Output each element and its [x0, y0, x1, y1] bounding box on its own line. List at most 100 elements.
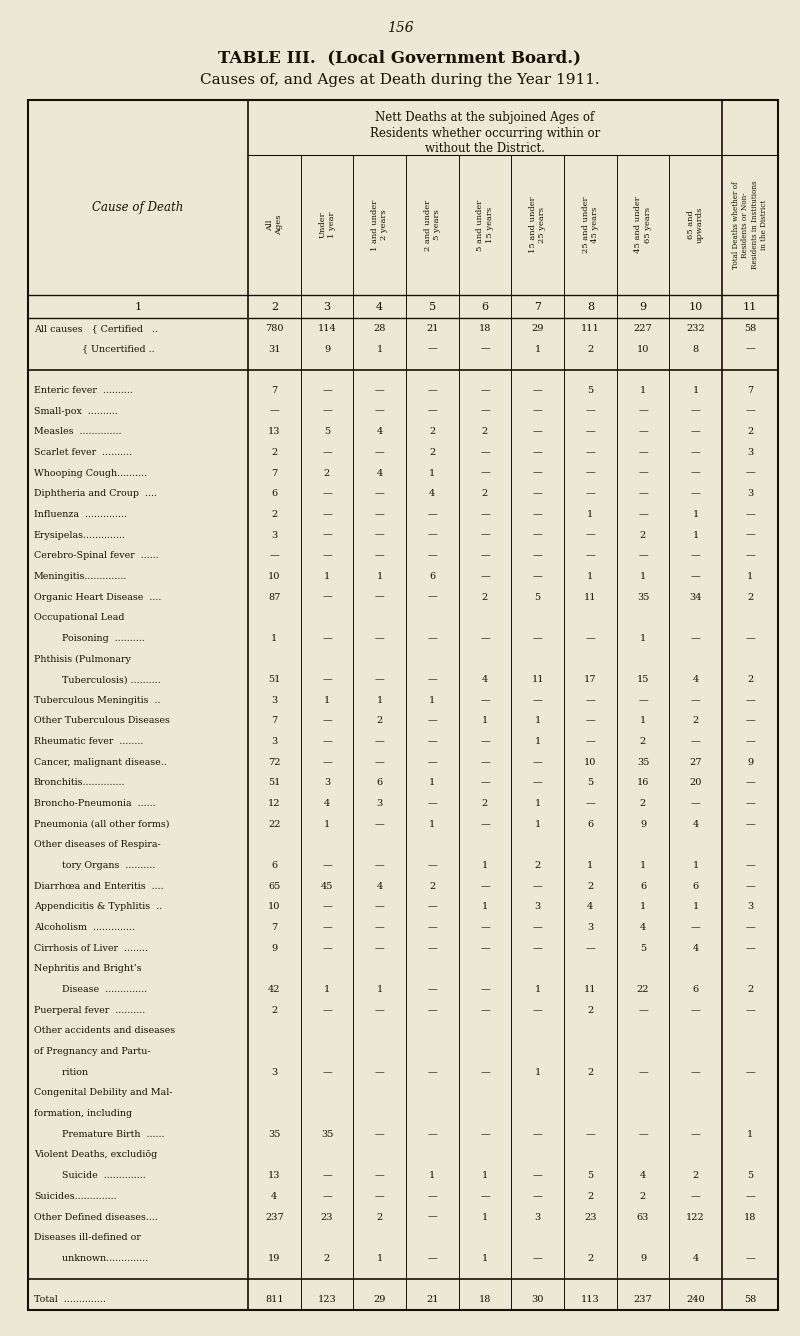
Text: 2: 2: [747, 985, 753, 994]
Text: 58: 58: [744, 323, 756, 333]
Text: 2: 2: [693, 716, 698, 725]
Text: 1: 1: [377, 696, 382, 705]
Text: 3: 3: [271, 530, 278, 540]
Text: 1: 1: [693, 386, 698, 395]
Text: 1: 1: [324, 820, 330, 828]
Text: —: —: [533, 448, 542, 457]
Text: —: —: [427, 758, 438, 767]
Text: 3: 3: [323, 302, 330, 311]
Text: 2: 2: [430, 448, 435, 457]
Text: —: —: [533, 779, 542, 787]
Text: 4: 4: [430, 489, 435, 498]
Text: 1: 1: [534, 716, 541, 725]
Text: —: —: [690, 489, 701, 498]
Text: —: —: [533, 428, 542, 436]
Text: 1: 1: [377, 572, 382, 581]
Text: 1: 1: [640, 633, 646, 643]
Text: —: —: [690, 799, 701, 808]
Text: —: —: [480, 469, 490, 477]
Text: 22: 22: [268, 820, 281, 828]
Text: —: —: [638, 696, 648, 705]
Text: —: —: [480, 530, 490, 540]
Text: Meningitis..............: Meningitis..............: [34, 572, 127, 581]
Text: 5: 5: [587, 386, 594, 395]
Text: 1: 1: [430, 469, 435, 477]
Text: 18: 18: [479, 323, 491, 333]
Text: 10: 10: [584, 758, 597, 767]
Text: 7: 7: [747, 386, 753, 395]
Text: 1: 1: [693, 530, 698, 540]
Text: —: —: [322, 386, 332, 395]
Text: 5: 5: [429, 302, 436, 311]
Text: 9: 9: [640, 820, 646, 828]
Text: tory Organs  ..........: tory Organs ..........: [50, 862, 155, 870]
Text: 2: 2: [587, 882, 594, 891]
Text: 18: 18: [744, 1213, 756, 1221]
Text: —: —: [586, 406, 595, 415]
Text: 1: 1: [324, 696, 330, 705]
Text: 4: 4: [587, 903, 594, 911]
Text: 3: 3: [587, 923, 594, 933]
Text: 1: 1: [324, 572, 330, 581]
Text: —: —: [586, 799, 595, 808]
Text: 1: 1: [482, 862, 488, 870]
Text: 6: 6: [587, 820, 594, 828]
Text: 232: 232: [686, 323, 705, 333]
Text: —: —: [374, 530, 385, 540]
Text: —: —: [533, 1192, 542, 1201]
Text: 22: 22: [637, 985, 650, 994]
Text: 3: 3: [747, 489, 753, 498]
Text: All causes   { Certified   ..: All causes { Certified ..: [34, 323, 158, 333]
Text: —: —: [690, 737, 701, 747]
Text: 1: 1: [640, 903, 646, 911]
Text: —: —: [374, 489, 385, 498]
Text: Suicide  ..............: Suicide ..............: [50, 1172, 146, 1180]
Text: —: —: [374, 510, 385, 518]
Text: —: —: [322, 510, 332, 518]
Text: 4: 4: [377, 469, 382, 477]
Text: —: —: [690, 1006, 701, 1015]
Text: 21: 21: [426, 1295, 438, 1304]
Text: —: —: [745, 1067, 755, 1077]
Text: —: —: [638, 406, 648, 415]
Text: —: —: [690, 1067, 701, 1077]
Text: 9: 9: [324, 345, 330, 354]
Text: 1: 1: [324, 985, 330, 994]
Text: —: —: [533, 633, 542, 643]
Text: rition: rition: [50, 1067, 88, 1077]
Text: —: —: [322, 406, 332, 415]
Text: 1: 1: [747, 572, 753, 581]
Text: 65: 65: [268, 882, 281, 891]
Text: 1: 1: [693, 862, 698, 870]
Text: —: —: [374, 448, 385, 457]
Text: —: —: [480, 758, 490, 767]
Text: —: —: [533, 1172, 542, 1180]
Text: 63: 63: [637, 1213, 649, 1221]
Text: formation, including: formation, including: [34, 1109, 132, 1118]
Text: 29: 29: [531, 323, 544, 333]
Text: —: —: [480, 406, 490, 415]
Text: —: —: [480, 510, 490, 518]
Text: Diseases ill-defined or: Diseases ill-defined or: [34, 1233, 141, 1242]
Text: Cause of Death: Cause of Death: [92, 200, 184, 214]
Text: 65 and
upwards: 65 and upwards: [687, 207, 704, 243]
Text: —: —: [533, 1130, 542, 1138]
Text: —: —: [427, 633, 438, 643]
Text: —: —: [745, 737, 755, 747]
Text: —: —: [427, 386, 438, 395]
Text: —: —: [427, 799, 438, 808]
Text: 1: 1: [640, 386, 646, 395]
Text: 15: 15: [637, 675, 649, 684]
Text: Violent Deaths, excludiōg: Violent Deaths, excludiōg: [34, 1150, 158, 1160]
Text: —: —: [638, 1130, 648, 1138]
Text: —: —: [427, 552, 438, 560]
Text: 3: 3: [747, 903, 753, 911]
Text: 15 and under
25 years: 15 and under 25 years: [529, 196, 546, 254]
Text: —: —: [533, 882, 542, 891]
Text: Erysipelas..............: Erysipelas..............: [34, 530, 126, 540]
Text: 87: 87: [268, 592, 281, 601]
Text: 2: 2: [377, 1213, 382, 1221]
Text: —: —: [322, 1006, 332, 1015]
Text: 13: 13: [268, 428, 281, 436]
Text: Broncho-Pneumonia  ......: Broncho-Pneumonia ......: [34, 799, 156, 808]
